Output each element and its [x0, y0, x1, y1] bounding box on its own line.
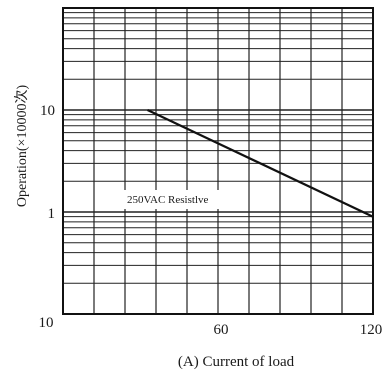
- annotation-background: [122, 190, 240, 209]
- x-tick-label-60: 60: [214, 322, 229, 338]
- x-axis-label: (A) Current of load: [178, 354, 295, 370]
- y-axis-label: Operation(×10000次): [14, 85, 30, 208]
- series-line-0: [147, 109, 374, 218]
- plot-frame: [62, 7, 374, 315]
- x-tick-label-120: 120: [360, 322, 383, 338]
- chart-grid: [63, 8, 373, 314]
- x-tick-label-10: 10: [39, 315, 54, 331]
- series-layer: [147, 109, 374, 218]
- y-tick-label-10: 10: [40, 103, 55, 119]
- annotation-label: 250VAC Resistlve: [127, 194, 209, 206]
- y-tick-label-1: 1: [48, 206, 56, 222]
